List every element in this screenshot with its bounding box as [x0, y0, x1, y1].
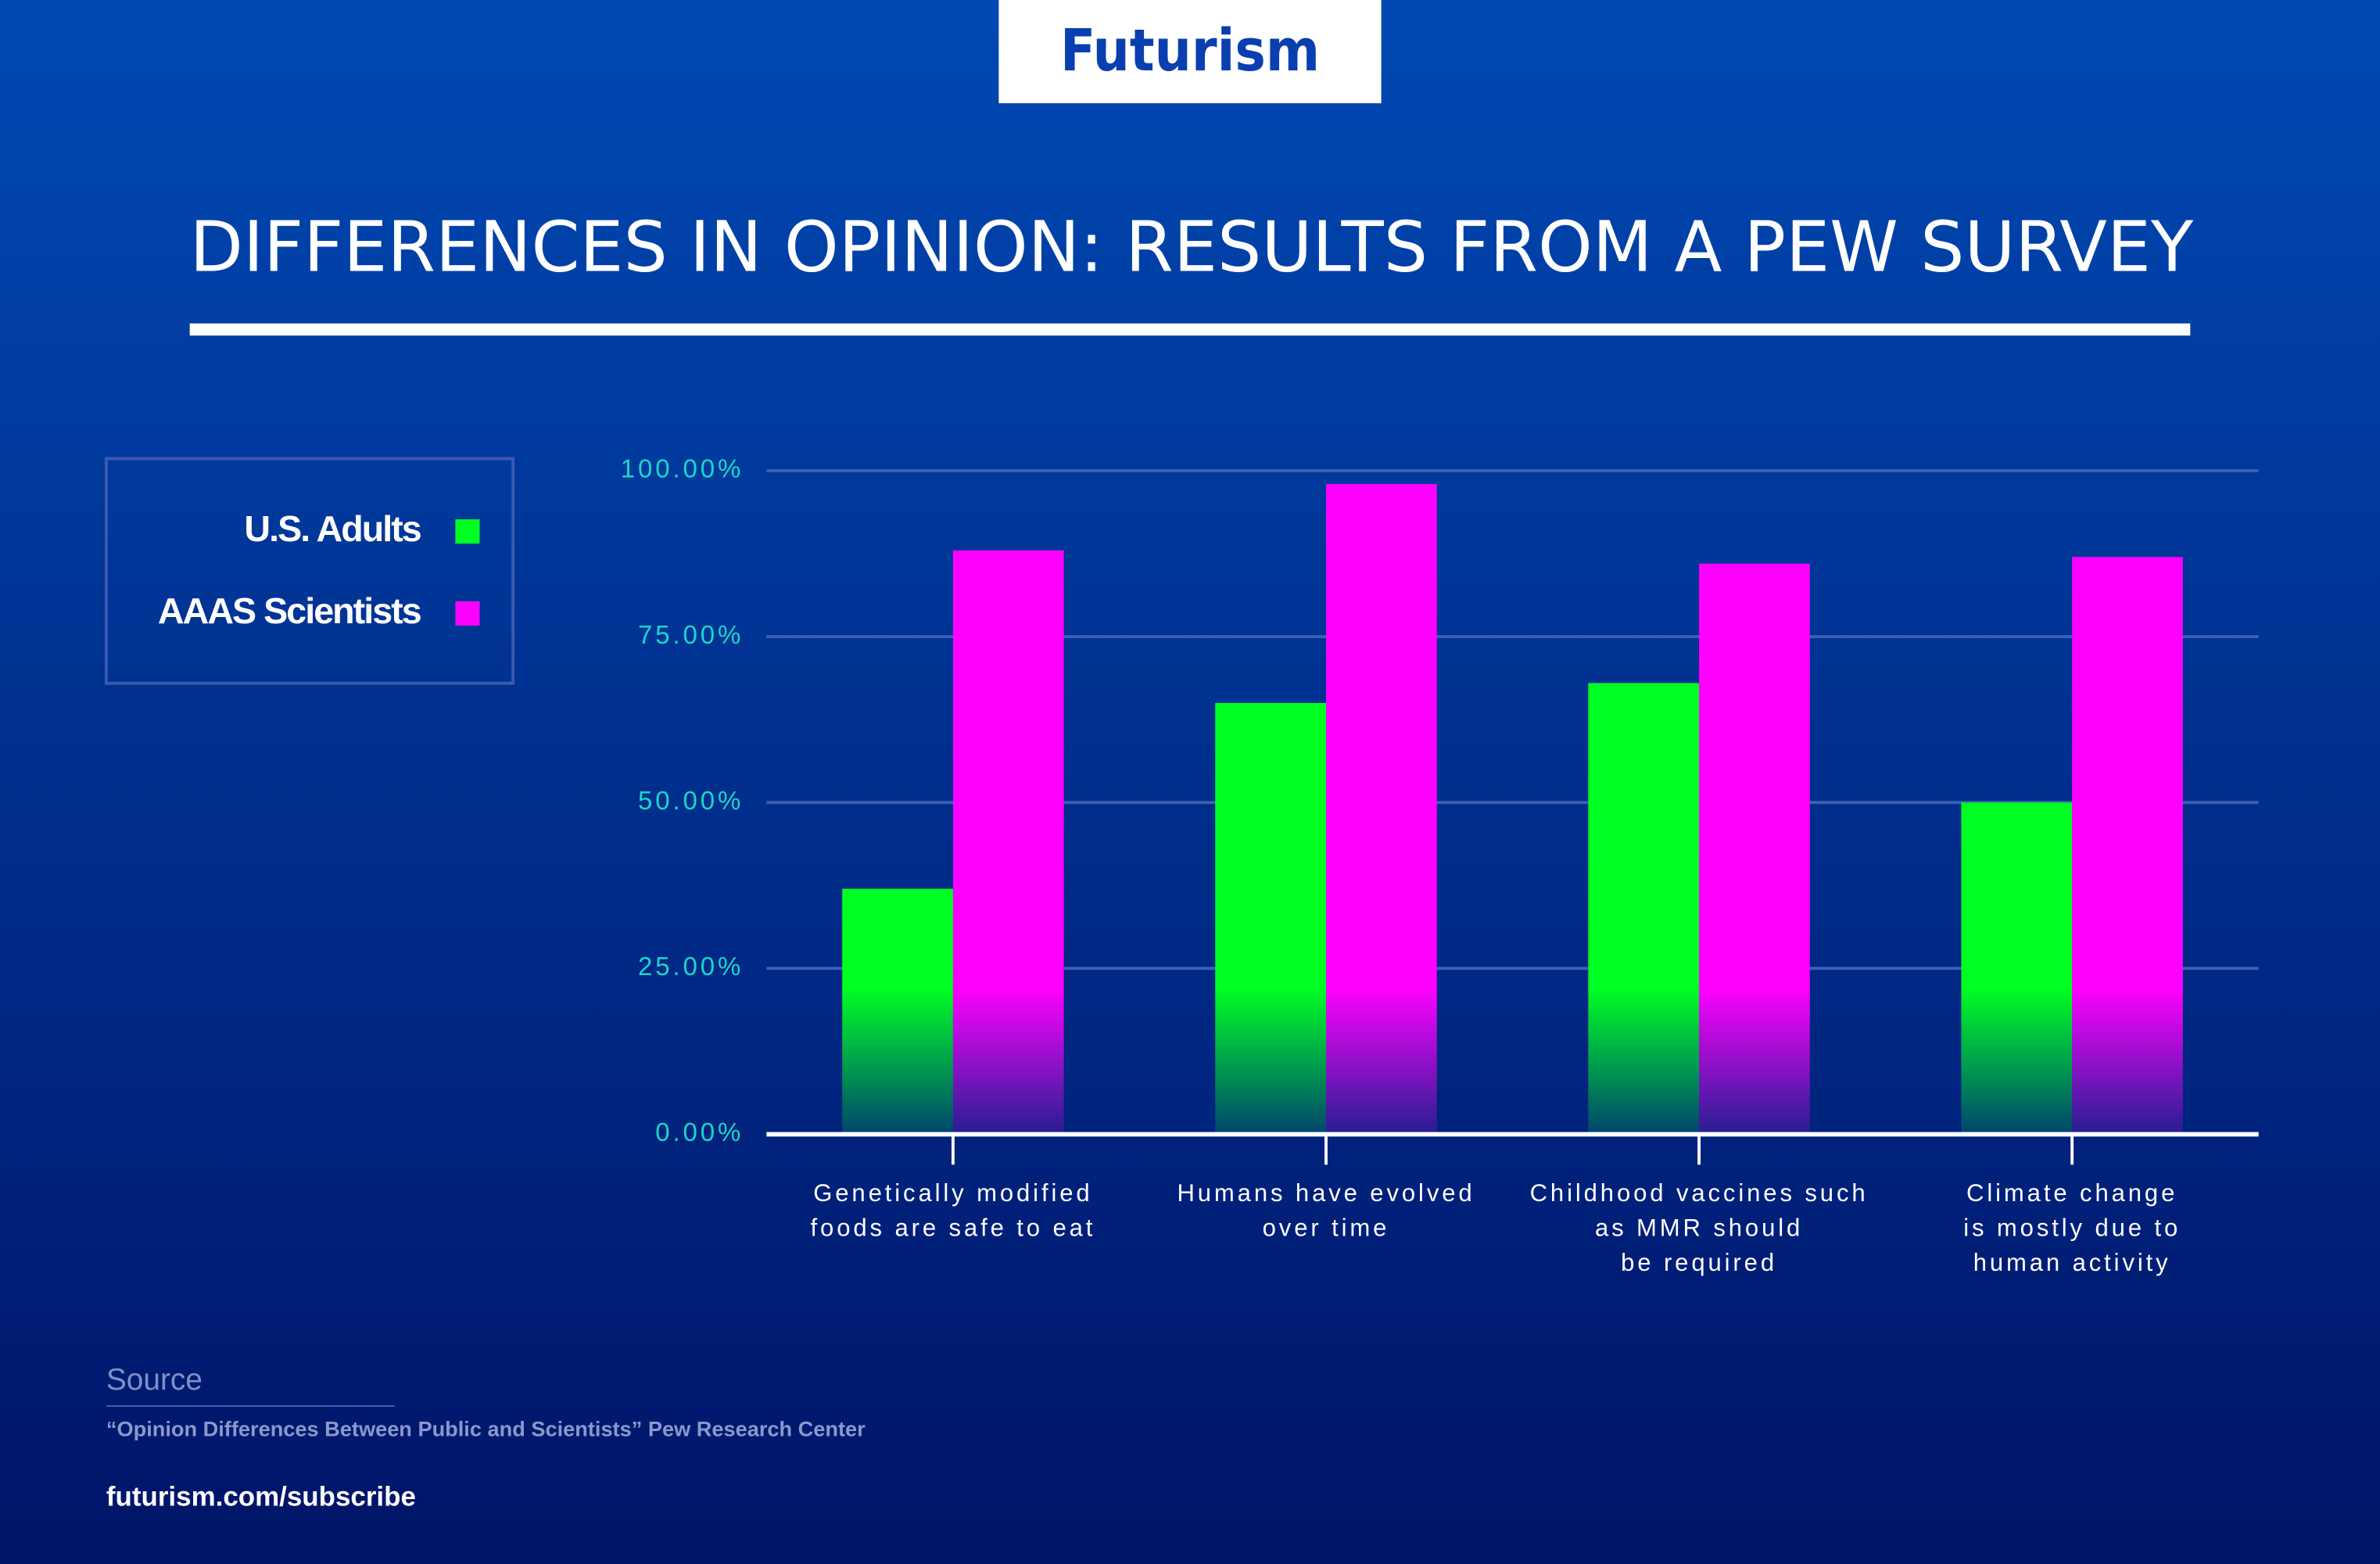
- x-tick-label-box: Childhood vaccines such as MMR should be…: [1529, 1181, 1869, 1278]
- legend-box: [104, 457, 515, 685]
- x-tick-label-box: Humans have evolved over time: [1177, 1181, 1475, 1243]
- bar: [1325, 483, 1437, 1135]
- bar: [1961, 802, 2073, 1135]
- source-text: “Opinion Differences Between Public and …: [106, 1416, 866, 1440]
- bar: [1215, 702, 1326, 1135]
- logo: Futurism: [1060, 18, 1320, 84]
- legend-swatch: [455, 519, 480, 544]
- bar: [1588, 683, 1700, 1135]
- title-rule: [189, 323, 2191, 336]
- x-tick-label: Genetically modified foods are safe to e…: [810, 1181, 1096, 1243]
- x-tick-label-box: Climate change is mostly due to human ac…: [1963, 1181, 2181, 1278]
- legend-label: AAAS Scientists: [158, 590, 421, 631]
- x-tick-label: Childhood vaccines such as MMR should be…: [1529, 1181, 1869, 1278]
- y-tick-label: 100.00%: [621, 454, 744, 483]
- y-tick-label: 75.00%: [638, 620, 744, 649]
- logo-box: [998, 0, 1382, 104]
- legend-label: U.S. Adults: [244, 508, 420, 549]
- footer: futurism.com/subscribe: [106, 1482, 416, 1512]
- x-tick-label: Humans have evolved over time: [1177, 1181, 1475, 1243]
- chart-title: DIFFERENCES IN OPINION: RESULTS FROM A P…: [190, 207, 2194, 289]
- y-tick-label: 50.00%: [638, 786, 744, 815]
- bar: [952, 550, 1064, 1135]
- y-tick-label: 0.00%: [655, 1117, 744, 1146]
- x-tick-label-box: Genetically modified foods are safe to e…: [810, 1181, 1096, 1243]
- bar: [1699, 563, 1810, 1135]
- legend-swatch: [455, 601, 480, 626]
- source-heading: Source: [106, 1363, 203, 1397]
- bar: [2072, 557, 2183, 1135]
- bar: [842, 888, 953, 1135]
- y-tick-label: 25.00%: [638, 952, 744, 981]
- x-tick-label: Climate change is mostly due to human ac…: [1963, 1181, 2181, 1278]
